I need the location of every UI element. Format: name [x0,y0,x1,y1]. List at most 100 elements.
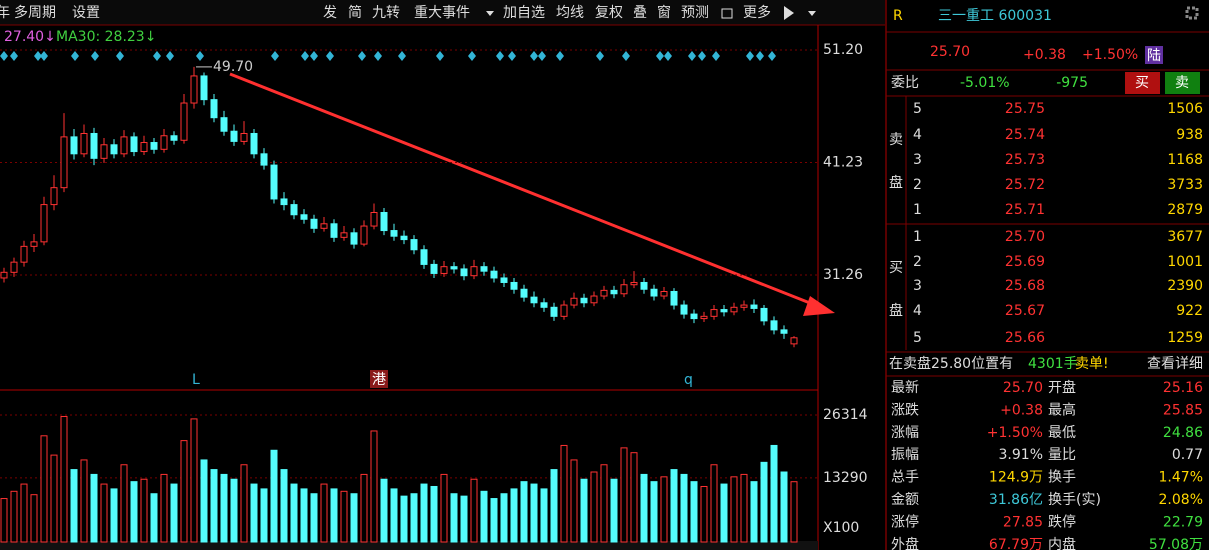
dropdown-icon[interactable] [808,11,816,16]
toolbar-item[interactable]: 更多 [743,4,771,21]
signal-diamond [622,51,630,61]
volume-bar [160,473,168,543]
sell-button-label[interactable]: 卖 [1175,75,1189,91]
candle-body [600,289,608,297]
signal-diamond [34,51,42,61]
book-side-label: 买 [889,260,903,276]
candle-body [450,266,458,270]
trend-arrow [229,72,816,307]
ratio-diff: -975 [1056,75,1088,91]
stat-label: 最新 [891,380,919,396]
lock-icon[interactable] [721,8,733,19]
stat-value: 22.79 [1163,514,1203,530]
price-tick-label: 51.20 [823,42,863,58]
detail-link[interactable]: 查看详细 [1147,356,1203,372]
candle-body [330,223,338,238]
signal-diamond [10,51,18,61]
settings-icon[interactable] [1185,6,1199,20]
book-level: 2 [913,177,922,193]
toolbar-item[interactable]: 九转 [372,5,400,21]
volume-bar [100,483,108,543]
candle-body [650,288,658,297]
volume-bar [290,483,298,543]
stat-value: 1.47% [1159,470,1203,486]
volume-bar [270,449,278,543]
sell-button[interactable] [1165,72,1200,94]
book-level: 1 [913,229,922,245]
candle-body [150,142,158,150]
stat-value: 31.86亿 [989,492,1043,508]
signal-diamond [91,51,99,61]
candle-body [490,270,498,279]
toolbar [0,0,885,25]
marker: 港 [372,372,386,388]
book-price: 25.70 [1005,229,1045,245]
buy-button[interactable] [1125,72,1160,94]
candle-body [180,102,188,141]
stat-value: +0.38 [1000,402,1043,418]
buy-button-label[interactable]: 买 [1135,75,1149,91]
toolbar-item[interactable]: 多周期 [14,4,56,21]
dropdown-icon[interactable] [486,11,494,16]
signal-diamond [656,51,664,61]
stat-value: +1.50% [987,425,1043,441]
volume-tick-label: 13290 [823,470,868,486]
signal-diamond [71,51,79,61]
ma-label: MA30: 28.23↓ [56,29,156,45]
candle-body [30,241,38,247]
candle-body [770,320,778,331]
book-volume: 2879 [1167,202,1203,218]
volume-bar [90,473,98,543]
book-price: 25.68 [1005,278,1045,294]
volume-tick-label: 26314 [823,407,868,423]
candle-body [10,261,18,273]
book-level: 4 [913,303,922,319]
volume-bar [530,483,538,543]
candle-body [230,130,238,142]
candle-body [710,309,718,317]
toolbar-item[interactable]: 叠 [633,5,647,21]
book-price: 25.71 [1005,202,1045,218]
toolbar-item[interactable]: 复权 [595,4,623,21]
volume-bar [110,488,118,543]
book-price: 25.74 [1005,127,1045,143]
stat-value: 2.08% [1159,492,1203,508]
toolbar-item[interactable]: 预测 [681,5,709,21]
volume-bar [770,444,778,543]
toolbar-item[interactable]: 窗 [657,4,671,21]
volume-bar [420,483,428,543]
stat-label: 内盘 [1048,536,1076,550]
volume-bar [120,464,128,543]
toolbar-item[interactable]: 均线 [556,5,584,21]
book-side-label: 盘 [889,174,903,191]
toolbar-item[interactable]: 年 [0,5,10,21]
candle-body [550,306,558,317]
bottom-tabs [0,541,818,550]
stat-value: 24.86 [1163,425,1203,441]
book-level: 5 [913,330,922,346]
candle-body [60,136,68,189]
signal-diamond [530,51,538,61]
volume-bar [350,493,358,543]
book-volume: 1168 [1167,152,1203,168]
signal-diamond [166,51,174,61]
candle-body [730,306,738,313]
toolbar-item[interactable]: 加自选 [503,5,545,21]
signal-diamond [688,51,696,61]
toolbar-item[interactable]: 设置 [72,5,100,21]
stat-value: 25.16 [1163,380,1203,396]
toolbar-item[interactable]: 发 [323,5,337,21]
toolbar-item[interactable]: 重大事件 [414,5,470,21]
stat-label: 量比 [1048,447,1076,463]
candle-body [140,142,148,153]
volume-bar [790,481,798,543]
candle-body [120,136,128,155]
marker: q [684,372,693,388]
toolbar-item[interactable]: 简 [348,4,362,21]
signal-diamond [326,51,334,61]
stat-value: 25.70 [1003,380,1043,396]
volume-bar [720,483,728,543]
play-icon[interactable] [784,6,794,20]
stat-value: 0.77 [1172,447,1203,463]
candle-body [210,99,218,119]
